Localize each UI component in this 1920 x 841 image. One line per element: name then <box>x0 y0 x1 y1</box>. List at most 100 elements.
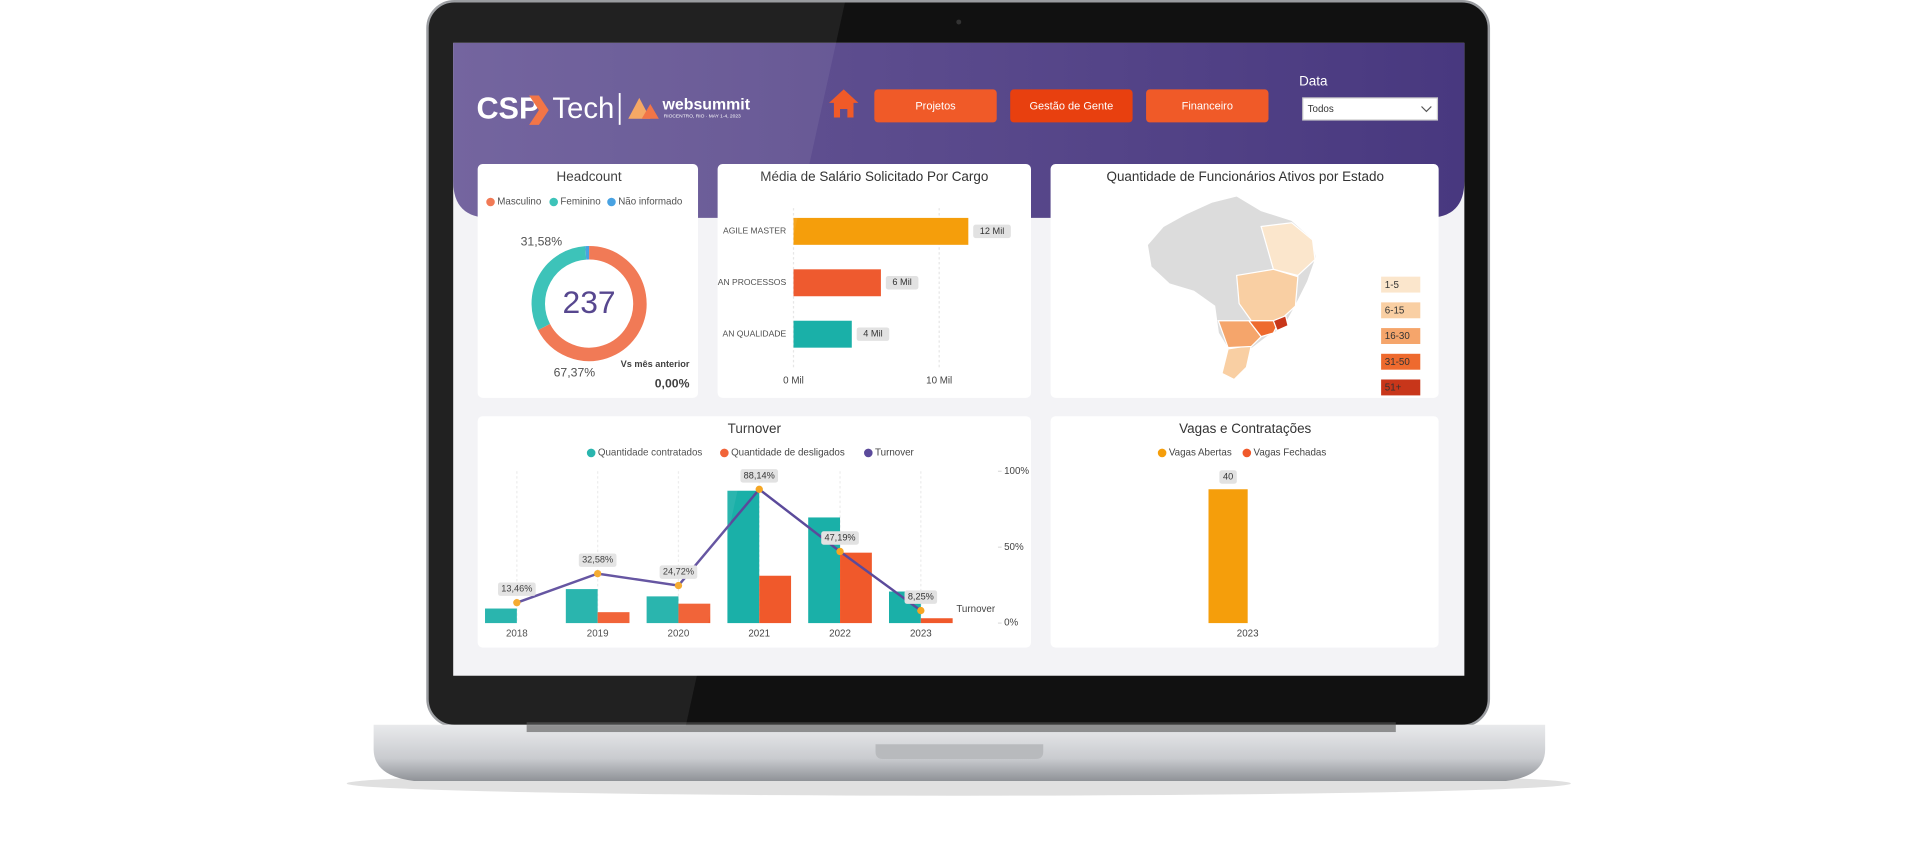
bar <box>920 618 953 624</box>
legend-dot <box>486 197 495 207</box>
y2-tick-label: 0% <box>1004 618 1018 629</box>
data-label: 88,14% <box>744 470 775 480</box>
x-tick-label: 2019 <box>587 629 609 640</box>
map-chart: Quantidade de Funcionários Ativos por Es… <box>1106 169 1421 396</box>
home-button[interactable] <box>829 89 859 118</box>
filter-dropdown[interactable]: Todos <box>1302 97 1439 121</box>
x-tick-label: 0 Mil <box>783 375 804 386</box>
legend-dot <box>864 448 873 458</box>
legend-dot <box>1157 448 1167 458</box>
legend-dot <box>1242 448 1252 458</box>
data-label: 40 <box>1223 471 1233 481</box>
bar <box>759 575 792 624</box>
nav-button[interactable]: Financeiro <box>1146 89 1269 123</box>
y-tick-label: AGILE MASTER <box>723 226 786 236</box>
x-tick-label: 2018 <box>506 629 528 640</box>
chart-title: Quantidade de Funcionários Ativos por Es… <box>1106 169 1383 184</box>
button-label: Gestão de Gente <box>1030 100 1114 112</box>
legend-label: 51+ <box>1385 383 1402 394</box>
camera <box>956 19 962 25</box>
legend-label: Não informado <box>618 197 683 208</box>
x-tick-label: 2021 <box>748 629 770 640</box>
line-marker <box>755 485 763 493</box>
chart-title: Vagas e Contratações <box>1179 421 1311 436</box>
legend-label: Feminino <box>560 197 601 208</box>
data-label: 8,25% <box>908 592 934 602</box>
data-label: 24,72% <box>663 567 694 577</box>
data-label-bg <box>904 590 938 604</box>
legend-swatch <box>1381 328 1421 344</box>
button-bg <box>1146 89 1269 123</box>
donut-total: 237 <box>563 284 616 320</box>
logo-tech: Tech <box>552 92 614 125</box>
notch <box>875 744 1044 759</box>
data-label-bg <box>498 582 536 596</box>
legend-dot <box>549 197 558 207</box>
x-tick-label: 2020 <box>668 629 690 640</box>
filter-label: Data <box>1299 74 1328 89</box>
data-label-bg <box>821 531 859 545</box>
bar <box>646 596 679 624</box>
y2-axis-title: Turnover <box>956 604 996 615</box>
salary-chart: Média de Salário Solicitado Por Cargo 0 M… <box>718 169 1011 386</box>
legend-label: Masculino <box>497 197 542 208</box>
data-label-bg <box>973 224 1011 239</box>
comparison-label: Vs mês anterior <box>621 359 690 369</box>
comparison-value: 0,00% <box>655 377 690 391</box>
button-bg <box>1010 89 1133 123</box>
legend-swatch <box>1381 353 1421 370</box>
data-label-bg <box>1219 470 1237 484</box>
chart-title: Média de Salário Solicitado Por Cargo <box>760 169 988 184</box>
bar <box>678 603 711 624</box>
charts: Headcount Masculino Feminino Não informado 2… <box>485 169 1421 640</box>
legend-label: Vagas Abertas <box>1169 448 1232 459</box>
data-label-bg <box>856 327 890 341</box>
map-region <box>1217 320 1262 349</box>
nav-button[interactable]: Projetos <box>874 89 997 123</box>
map-region <box>1236 268 1299 322</box>
line-marker <box>593 569 602 578</box>
data-label: 6 Mil <box>892 277 911 287</box>
bar <box>793 217 969 245</box>
button-bg <box>874 89 997 123</box>
legend-dot <box>607 197 616 207</box>
dropdown-arrow <box>1421 106 1432 113</box>
legend-dot <box>586 448 596 458</box>
y-tick-label: AN QUALIDADE <box>723 328 787 338</box>
donut-value-label: 31,58% <box>521 235 563 249</box>
bar <box>727 490 760 624</box>
map-region <box>1247 320 1281 338</box>
donut-slice <box>531 246 587 331</box>
dropdown-box <box>1302 97 1439 121</box>
glare <box>428 2 845 726</box>
line-marker <box>836 547 844 556</box>
data-label: 12 Mil <box>980 226 1004 236</box>
chart-title: Headcount <box>557 169 622 184</box>
donut-slice <box>538 246 647 362</box>
x-tick-label: 2023 <box>1237 629 1259 640</box>
map-region <box>1272 315 1289 332</box>
bar <box>565 589 598 624</box>
logo: CSP Tech websummit RIOCENTRO, RIO · MAY … <box>476 91 750 125</box>
nav-button[interactable]: Gestão de Gente <box>1010 89 1133 123</box>
legend-label: Quantidade contratados <box>598 448 703 459</box>
bar <box>597 612 630 624</box>
data-label-bg <box>885 276 919 290</box>
bar <box>1208 489 1248 624</box>
x-tick-label: 2022 <box>829 629 851 640</box>
legend-label: Vagas Fechadas <box>1254 448 1327 459</box>
hinge <box>526 722 1396 733</box>
legend-label: 1-5 <box>1385 280 1400 291</box>
donut-value-label: 67,37% <box>554 366 596 380</box>
logo-csp: CSP <box>476 91 539 125</box>
card <box>477 164 699 398</box>
legend-label: 16-30 <box>1385 331 1411 342</box>
bar <box>793 320 852 348</box>
bar <box>485 608 517 624</box>
data-label: 4 Mil <box>863 329 882 339</box>
y-tick-label: AN PROCESSOS <box>718 277 787 287</box>
data-label-bg <box>740 469 779 483</box>
legend-swatch <box>1381 379 1421 396</box>
